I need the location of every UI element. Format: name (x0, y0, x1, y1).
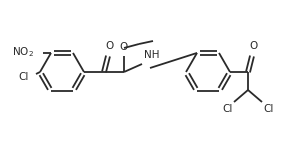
Text: Cl: Cl (263, 104, 274, 114)
Text: O: O (249, 41, 257, 51)
Text: Cl: Cl (223, 104, 233, 114)
Text: O: O (105, 41, 113, 51)
Text: NO$_2$: NO$_2$ (12, 45, 34, 59)
Text: O: O (120, 42, 128, 52)
Text: NH: NH (144, 50, 160, 60)
Text: Cl: Cl (19, 72, 29, 82)
